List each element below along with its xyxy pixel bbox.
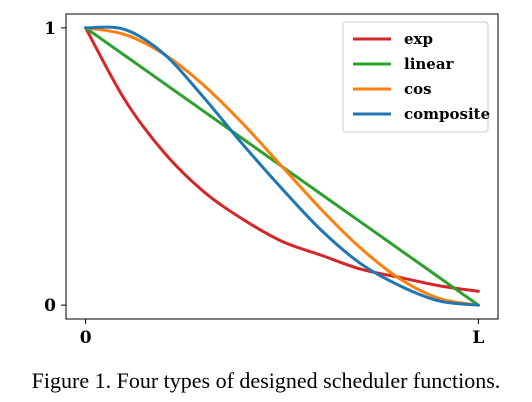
series-line-composite [84, 25, 480, 307]
series-line-exp [84, 26, 480, 293]
y-tick-label: 1 [44, 19, 56, 39]
series-layer [84, 25, 480, 307]
x-tick-label: 0 [80, 328, 92, 348]
scheduler-chart: 0 L 0 1 exp linear cos composite [44, 13, 499, 348]
figure-caption: Figure 1. Four types of designed schedul… [31, 368, 501, 393]
ticks-layer: 0 L 0 1 [44, 19, 484, 348]
legend-box [342, 21, 489, 133]
legend-label-cos: cos [404, 80, 432, 98]
legend-label-composite: composite [404, 105, 490, 123]
legend-label-exp: exp [404, 30, 433, 48]
legend-label-linear: linear [404, 55, 455, 73]
plot-frame [65, 13, 499, 320]
legend-items: exp linear cos composite [353, 30, 490, 123]
y-tick-label: 0 [44, 296, 56, 316]
x-tick-label: L [472, 328, 484, 348]
legend: exp linear cos composite [342, 21, 490, 133]
series-line-cos [84, 26, 480, 307]
